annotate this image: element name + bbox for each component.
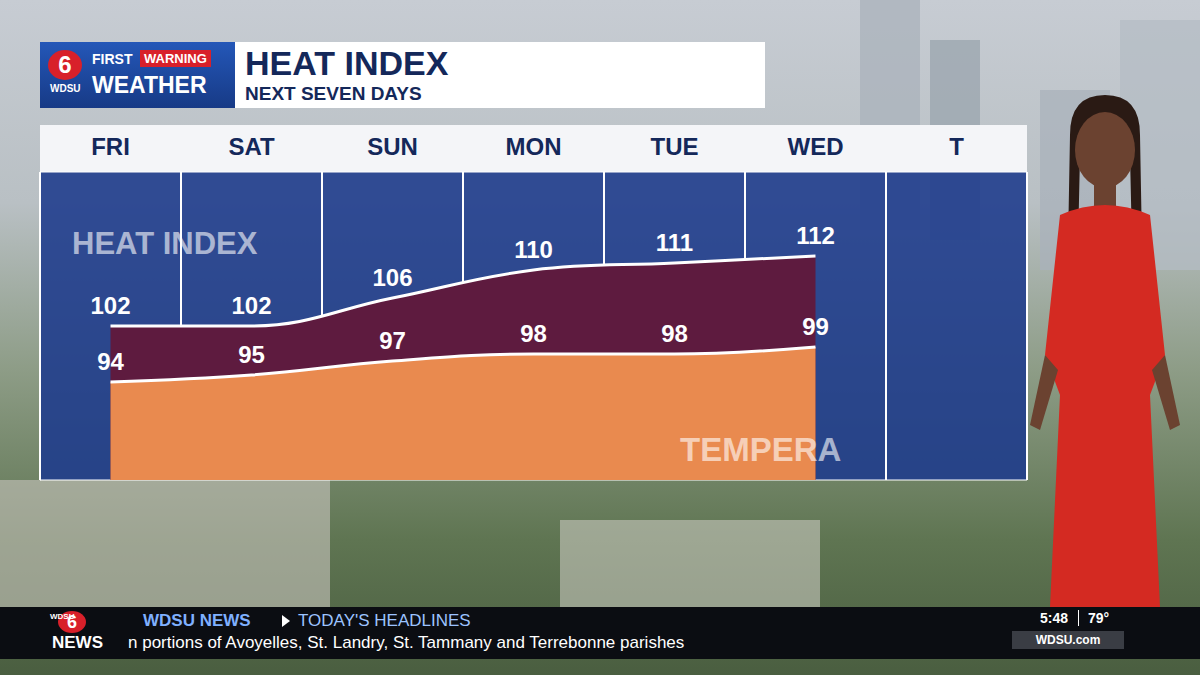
html-text:WDSU: WDSU	[50, 83, 81, 94]
svg-text:MON: MON	[506, 133, 562, 160]
html-text:WARNING: WARNING	[144, 51, 207, 66]
svg-text:95: 95	[238, 341, 265, 368]
html-text:NEWS: NEWS	[52, 633, 103, 652]
html-text:NEXT SEVEN DAYS: NEXT SEVEN DAYS	[245, 83, 422, 104]
svg-text:T: T	[949, 133, 964, 160]
html-text:6: 6	[58, 51, 72, 78]
svg-text:WED: WED	[788, 133, 844, 160]
html-text:WDSU: WDSU	[50, 612, 75, 621]
svg-text:SAT: SAT	[228, 133, 275, 160]
svg-text:102: 102	[90, 292, 130, 319]
html-text:n portions of Avoyelles, St. L: n portions of Avoyelles, St. Landry, St.…	[128, 633, 685, 652]
svg-text:98: 98	[520, 320, 547, 347]
svg-text:HEAT INDEX: HEAT INDEX	[72, 226, 258, 261]
html-text:79°: 79°	[1088, 610, 1110, 626]
html-text:TODAY'S HEADLINES: TODAY'S HEADLINES	[298, 611, 471, 630]
svg-text:111: 111	[656, 229, 693, 256]
svg-text:106: 106	[372, 264, 412, 291]
svg-text:110: 110	[514, 236, 553, 263]
html-text:6: 6	[67, 612, 77, 632]
svg-text:TEMPERA: TEMPERA	[680, 431, 841, 468]
svg-text:97: 97	[379, 327, 406, 354]
svg-text:SUN: SUN	[367, 133, 418, 160]
svg-text:FRI: FRI	[91, 133, 130, 160]
html-text:HEAT INDEX: HEAT INDEX	[245, 44, 449, 82]
svg-text:102: 102	[231, 292, 271, 319]
svg-text:98: 98	[661, 320, 688, 347]
svg-text:TUE: TUE	[651, 133, 699, 160]
html-text:5:48: 5:48	[1040, 610, 1068, 626]
html-text:WDSU NEWS: WDSU NEWS	[143, 611, 251, 630]
html-text:WDSU.com: WDSU.com	[1035, 633, 1101, 647]
svg-text:112: 112	[796, 222, 835, 249]
html-text:FIRST: FIRST	[92, 51, 133, 67]
html-text:WEATHER: WEATHER	[92, 72, 207, 98]
svg-text:99: 99	[802, 313, 829, 340]
svg-text:94: 94	[97, 348, 124, 375]
